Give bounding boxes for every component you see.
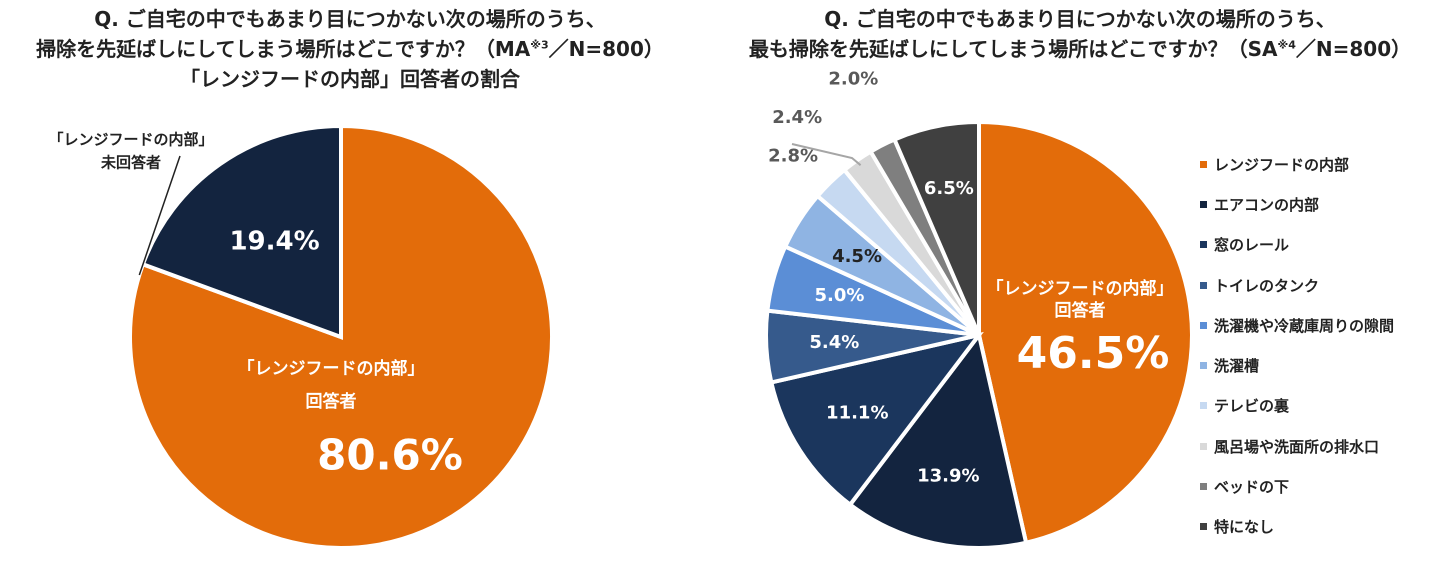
right-pie-value-label-6: 2.8%	[768, 145, 818, 166]
legend-swatch	[1200, 523, 1207, 531]
right-pie-value-label-4: 5.0%	[815, 285, 865, 306]
left-pie-value-label-1: 19.4%	[229, 226, 319, 256]
right-title-line2: 最も掃除を先延ばしにしてしまう場所はどこですか？（SA※4／N=800）	[720, 34, 1440, 64]
legend-label: ベッドの下	[1214, 478, 1290, 497]
left-title-line2-tail: ／N=800）	[548, 37, 664, 61]
legend-item: 洗濯槽	[1200, 345, 1394, 385]
legend-item: トイレのタンク	[1200, 265, 1394, 305]
legend-label: レンジフードの内部	[1214, 155, 1350, 174]
legend-item: 風呂場や洗面所の排水口	[1200, 426, 1394, 466]
right-pie-value-label-7: 2.4%	[772, 107, 822, 128]
right-pie-inner-label-line1: 「レンジフードの内部」	[987, 278, 1174, 299]
left-pie-inner-label-line1: 「レンジフードの内部」	[238, 358, 425, 379]
left-pie-value-label-0: 80.6%	[317, 431, 463, 480]
legend-label: 風呂場や洗面所の排水口	[1214, 437, 1380, 456]
legend-label: エアコンの内部	[1214, 195, 1320, 214]
legend-swatch	[1200, 281, 1207, 289]
right-pie-value-label-5: 4.5%	[832, 246, 882, 267]
left-pie-inner-label-line2: 回答者	[306, 391, 357, 412]
legend-item: ベッドの下	[1200, 466, 1394, 506]
right-pie-slice-0	[977, 119, 1194, 546]
legend-item: レンジフードの内部	[1200, 144, 1394, 184]
legend-label: 洗濯機や冷蔵庫周りの隙間	[1214, 316, 1395, 335]
legend-label: トイレのタンク	[1214, 276, 1320, 295]
left-title-line2-text: 掃除を先延ばしにしてしまう場所はどこですか？（MA	[36, 37, 531, 61]
legend-item: エアコンの内部	[1200, 184, 1394, 224]
legend-swatch	[1200, 442, 1207, 450]
right-pie-leader-line-7	[791, 143, 862, 166]
legend-item: テレビの裏	[1200, 386, 1394, 426]
legend-label: 特になし	[1214, 518, 1275, 537]
left-title-line2: 掃除を先延ばしにしてしまう場所はどこですか？（MA※3／N=800）	[0, 34, 700, 64]
left-title-line3: 「レンジフードの内部」回答者の割合	[180, 67, 520, 91]
legend-item: 洗濯機や冷蔵庫周りの隙間	[1200, 305, 1394, 345]
right-pie-value-label-8: 2.0%	[828, 69, 878, 90]
right-title-line2-tail: ／N=800）	[1295, 37, 1412, 61]
right-title-footnote: ※4	[1277, 38, 1296, 52]
right-pie-value-label-3: 5.4%	[809, 332, 859, 353]
left-pie-slice-0	[128, 123, 554, 550]
legend-item: 特になし	[1200, 507, 1394, 547]
legend-swatch	[1200, 402, 1207, 410]
legend-item: 窓のレール	[1200, 225, 1394, 265]
right-pie-slice-1	[847, 330, 1029, 550]
legend-swatch	[1200, 321, 1207, 329]
left-pie-callout-line	[138, 155, 181, 276]
left-pie-callout-line1: 「レンジフードの内部」	[48, 131, 213, 149]
legend-label: テレビの裏	[1214, 397, 1290, 416]
legend-swatch	[1200, 200, 1207, 208]
legend-label: 窓のレール	[1214, 236, 1290, 255]
right-pie-value-label-2: 11.1%	[826, 402, 888, 423]
right-pie-value-label-9: 6.5%	[924, 178, 974, 199]
right-pie-value-label-1: 13.9%	[917, 466, 979, 487]
legend-label: 洗濯槽	[1214, 357, 1260, 376]
left-title-line1: Q. ご自宅の中でもあまり目につかない次の場所のうち、	[94, 7, 606, 31]
left-title-footnote: ※3	[530, 38, 549, 52]
right-chart-legend: レンジフードの内部 エアコンの内部 窓のレールトイレのタンク洗濯機や冷蔵庫周りの隙間…	[1200, 144, 1394, 547]
right-title-line1: Q. ご自宅の中でもあまり目につかない次の場所のうち、	[824, 7, 1336, 31]
right-pie-value-label-0: 46.5%	[1017, 328, 1170, 379]
left-pie-slice-1	[140, 123, 343, 340]
right-chart-title: Q. ご自宅の中でもあまり目につかない次の場所のうち、 最も掃除を先延ばしにして…	[720, 4, 1440, 64]
right-pie-inner-label-line2: 回答者	[1055, 300, 1106, 321]
legend-swatch	[1200, 483, 1207, 491]
legend-swatch	[1200, 160, 1207, 168]
left-pie-callout-line2: 未回答者	[100, 154, 161, 172]
right-pie-slice-2	[768, 331, 984, 508]
right-title-line2-text: 最も掃除を先延ばしにしてしまう場所はどこですか？（SA	[748, 37, 1278, 61]
right-pie-slice-9	[891, 119, 981, 336]
legend-swatch	[1200, 241, 1207, 249]
legend-swatch	[1200, 362, 1207, 370]
left-chart-title: Q. ご自宅の中でもあまり目につかない次の場所のうち、 掃除を先延ばしにしてしま…	[0, 4, 700, 94]
